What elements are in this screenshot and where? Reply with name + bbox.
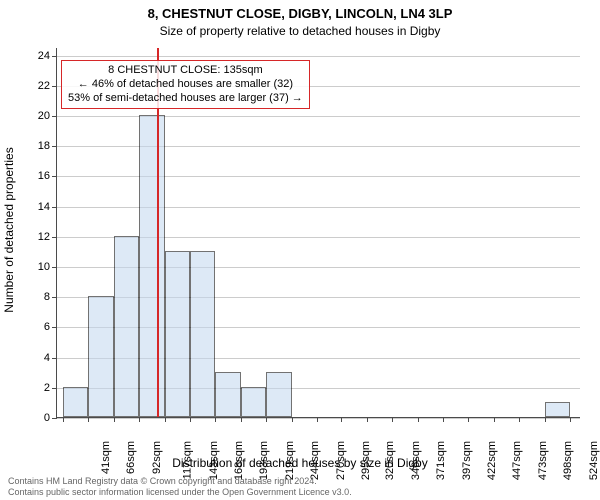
- ytick-label: 8: [24, 291, 50, 303]
- xtick-mark: [545, 417, 546, 422]
- xtick-mark: [570, 417, 571, 422]
- ytick-mark: [52, 267, 57, 268]
- ytick-label: 2: [24, 382, 50, 394]
- ytick-label: 22: [24, 80, 50, 92]
- ytick-label: 16: [24, 170, 50, 182]
- ytick-mark: [52, 418, 57, 419]
- ytick-mark: [52, 176, 57, 177]
- ytick-label: 18: [24, 140, 50, 152]
- histogram-bar: [190, 251, 215, 417]
- histogram-bar: [114, 236, 139, 417]
- ytick-mark: [52, 56, 57, 57]
- xtick-mark: [88, 417, 89, 422]
- ytick-label: 6: [24, 321, 50, 333]
- ytick-mark: [52, 358, 57, 359]
- gridline: [57, 176, 580, 177]
- ytick-mark: [52, 388, 57, 389]
- ytick-mark: [52, 297, 57, 298]
- xtick-mark: [317, 417, 318, 422]
- histogram-bar: [545, 402, 570, 417]
- xtick-mark: [63, 417, 64, 422]
- footer-line1: Contains HM Land Registry data © Crown c…: [8, 476, 352, 487]
- histogram-bar: [63, 387, 88, 417]
- plot-area: 02468101214161820222441sqm66sqm92sqm117s…: [56, 48, 580, 418]
- gridline: [57, 418, 580, 419]
- histogram-bar: [88, 296, 114, 417]
- histogram-bar: [241, 387, 266, 417]
- histogram-bar: [215, 372, 241, 417]
- ytick-mark: [52, 116, 57, 117]
- chart-title-line2: Size of property relative to detached ho…: [0, 24, 600, 38]
- chart-container: 8, CHESTNUT CLOSE, DIGBY, LINCOLN, LN4 3…: [0, 0, 600, 500]
- annotation-line: 53% of semi-detached houses are larger (…: [68, 92, 303, 106]
- footer-attribution: Contains HM Land Registry data © Crown c…: [8, 476, 352, 498]
- histogram-bar: [266, 372, 292, 417]
- ytick-label: 10: [24, 261, 50, 273]
- ytick-mark: [52, 237, 57, 238]
- xtick-mark: [190, 417, 191, 422]
- xtick-mark: [519, 417, 520, 422]
- ytick-label: 24: [24, 50, 50, 62]
- ytick-label: 0: [24, 412, 50, 424]
- gridline: [57, 207, 580, 208]
- xtick-mark: [468, 417, 469, 422]
- annotation-box: 8 CHESTNUT CLOSE: 135sqm← 46% of detache…: [61, 60, 310, 109]
- gridline: [57, 56, 580, 57]
- xtick-mark: [114, 417, 115, 422]
- histogram-bar: [139, 115, 165, 417]
- y-axis-label: Number of detached properties: [2, 45, 16, 415]
- xtick-mark: [165, 417, 166, 422]
- ytick-label: 4: [24, 352, 50, 364]
- ytick-mark: [52, 146, 57, 147]
- xtick-mark: [215, 417, 216, 422]
- x-axis-label: Distribution of detached houses by size …: [0, 456, 600, 470]
- xtick-mark: [266, 417, 267, 422]
- xtick-mark: [241, 417, 242, 422]
- xtick-mark: [418, 417, 419, 422]
- gridline: [57, 146, 580, 147]
- annotation-line: ← 46% of detached houses are smaller (32…: [68, 78, 303, 92]
- histogram-bar: [165, 251, 190, 417]
- ytick-label: 12: [24, 231, 50, 243]
- ytick-label: 14: [24, 201, 50, 213]
- ytick-mark: [52, 327, 57, 328]
- xtick-mark: [292, 417, 293, 422]
- gridline: [57, 116, 580, 117]
- xtick-mark: [443, 417, 444, 422]
- footer-line2: Contains public sector information licen…: [8, 487, 352, 498]
- chart-title-line1: 8, CHESTNUT CLOSE, DIGBY, LINCOLN, LN4 3…: [0, 6, 600, 21]
- ytick-mark: [52, 207, 57, 208]
- ytick-label: 20: [24, 110, 50, 122]
- annotation-line: 8 CHESTNUT CLOSE: 135sqm: [68, 64, 303, 78]
- xtick-mark: [494, 417, 495, 422]
- xtick-mark: [341, 417, 342, 422]
- xtick-mark: [139, 417, 140, 422]
- xtick-mark: [392, 417, 393, 422]
- xtick-mark: [367, 417, 368, 422]
- ytick-mark: [52, 86, 57, 87]
